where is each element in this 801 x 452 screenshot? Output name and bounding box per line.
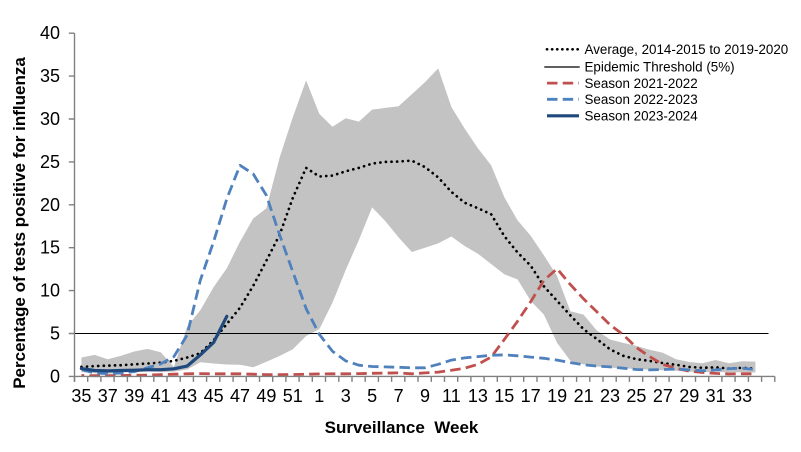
svg-text:1: 1 [314,386,324,406]
svg-text:31: 31 [706,386,726,406]
svg-text:11: 11 [442,386,461,406]
svg-text:39: 39 [124,386,144,406]
svg-text:20: 20 [40,195,60,215]
svg-text:23: 23 [600,386,620,406]
svg-text:25: 25 [40,152,60,172]
svg-text:Season 2021-2022: Season 2021-2022 [585,76,698,91]
svg-text:7: 7 [394,386,404,406]
svg-text:37: 37 [98,386,118,406]
svg-text:27: 27 [653,386,673,406]
svg-text:49: 49 [256,386,276,406]
svg-text:29: 29 [679,386,699,406]
svg-text:Epidemic Threshold (5%): Epidemic Threshold (5%) [585,60,735,75]
svg-text:33: 33 [732,386,752,406]
svg-text:13: 13 [468,386,488,406]
svg-text:0: 0 [50,366,60,386]
svg-text:45: 45 [204,386,224,406]
svg-text:30: 30 [40,109,60,129]
svg-text:35: 35 [40,66,60,86]
svg-text:21: 21 [574,386,594,406]
svg-text:9: 9 [420,386,430,406]
svg-text:41: 41 [151,386,171,406]
svg-text:40: 40 [40,23,60,43]
svg-text:35: 35 [71,386,91,406]
svg-text:5: 5 [367,386,377,406]
svg-text:Surveillance Week: Surveillance Week [325,418,479,437]
svg-text:Percentage of tests positive f: Percentage of tests positive for influen… [10,57,29,389]
svg-text:25: 25 [626,386,646,406]
svg-text:43: 43 [177,386,197,406]
svg-text:19: 19 [547,386,567,406]
svg-text:Season 2023-2024: Season 2023-2024 [585,109,699,124]
svg-text:47: 47 [230,386,250,406]
svg-text:15: 15 [40,238,60,258]
svg-text:17: 17 [521,386,541,406]
svg-text:15: 15 [494,386,514,406]
svg-text:10: 10 [40,281,60,301]
svg-text:51: 51 [283,386,303,406]
svg-text:Season 2022-2023: Season 2022-2023 [585,92,698,107]
svg-text:Average, 2014-2015 to 2019-202: Average, 2014-2015 to 2019-2020 [585,42,789,57]
svg-text:5: 5 [50,324,60,344]
svg-text:3: 3 [341,386,351,406]
